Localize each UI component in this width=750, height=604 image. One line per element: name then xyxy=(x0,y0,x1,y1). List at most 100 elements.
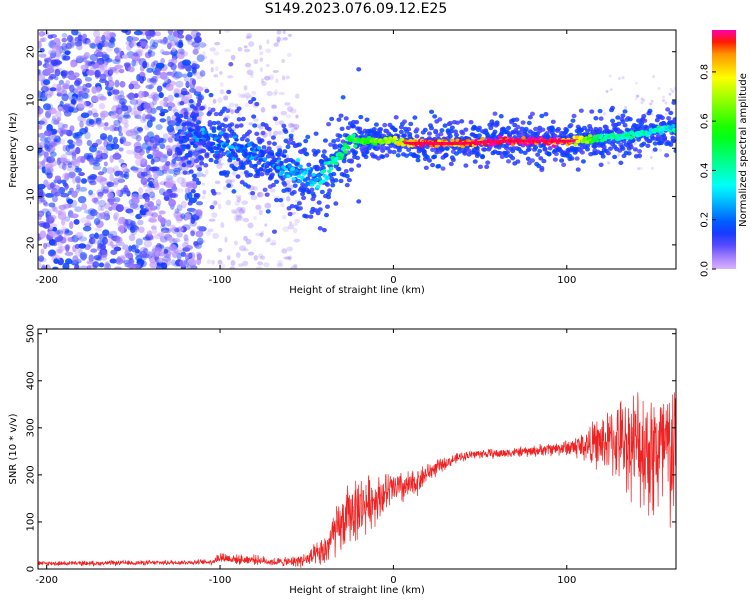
spectrogram-cell xyxy=(174,37,179,46)
spectrogram-cell xyxy=(181,162,187,168)
spectrogram-cell xyxy=(284,102,291,106)
spectrogram-cell xyxy=(212,98,217,104)
spectrogram-cell xyxy=(281,214,287,220)
spectrogram-cell xyxy=(232,160,240,167)
spectrogram-cell xyxy=(66,165,73,172)
spectrogram-cell xyxy=(240,116,246,122)
spectrogram-cell xyxy=(564,127,570,133)
spectrogram-cell xyxy=(197,99,203,104)
spectrogram-cell xyxy=(302,178,308,182)
spectrogram-cell xyxy=(86,214,95,220)
spectrogram-cell xyxy=(175,80,184,88)
spectrogram-cell xyxy=(207,120,213,125)
spectrogram-cell xyxy=(325,204,331,209)
spectrogram-cell xyxy=(145,211,152,216)
spectrogram-cell xyxy=(296,142,302,147)
spectrogram-cell xyxy=(245,95,249,101)
spectrogram-cell xyxy=(133,51,139,57)
spectrogram-cell xyxy=(364,149,370,155)
spectrogram-cell xyxy=(637,167,641,171)
spectrogram-cell xyxy=(415,154,421,159)
spectrogram-cell xyxy=(315,210,321,216)
spectrogram-cell xyxy=(280,111,288,116)
spectrogram-cell xyxy=(40,86,50,93)
spectrogram-cell xyxy=(152,99,157,106)
spectrogram-cell xyxy=(452,129,458,134)
spectrogram-cell xyxy=(258,167,264,172)
spectrogram-cell xyxy=(162,36,168,44)
spectrogram-cell xyxy=(120,126,129,133)
spectrogram-cell xyxy=(233,154,238,158)
spectrogram-cell xyxy=(450,157,456,163)
spectrogram-cell xyxy=(216,143,222,148)
spectrogram-cell xyxy=(605,150,611,156)
spectrogram-cell xyxy=(38,40,42,49)
spectrogram-cell xyxy=(122,114,131,119)
spectrogram-cell xyxy=(131,133,140,140)
spectrogram-cell xyxy=(104,202,111,210)
spectrogram-cell xyxy=(79,251,88,260)
spectrogram-cell xyxy=(112,136,118,144)
spectrogram-cell xyxy=(270,135,276,140)
spectrogram-cell xyxy=(290,167,296,171)
spectrogram-cell xyxy=(44,136,51,144)
spectrogram-cell xyxy=(45,181,52,189)
spectrogram-cell xyxy=(190,189,196,194)
spectrogram-cell xyxy=(38,90,42,98)
spectrogram-cell xyxy=(88,158,94,166)
spectrogram-cell xyxy=(64,173,70,181)
spectrogram-cell xyxy=(94,69,101,78)
spectrogram-cell xyxy=(130,197,140,205)
spectrogram-cell xyxy=(157,138,167,144)
spectrogram-cell xyxy=(392,135,398,140)
spectrogram-cell xyxy=(243,48,251,53)
spectrogram-cell xyxy=(213,74,219,78)
spectrogram-cell xyxy=(122,244,129,251)
spectrogram-cell xyxy=(462,151,468,156)
spectrogram-cell xyxy=(112,94,118,102)
spectrogram-cell xyxy=(38,261,42,269)
spectrogram-cell xyxy=(515,124,521,130)
spectrogram-cell xyxy=(303,138,309,144)
spectrogram-cell xyxy=(41,208,50,214)
spectrogram-cell xyxy=(230,150,236,155)
spectrogram-cell xyxy=(74,263,80,269)
spectrogram-cell xyxy=(181,126,187,132)
spectrogram-cell xyxy=(130,220,137,229)
spectrogram-cell xyxy=(608,74,612,78)
spectrogram-cell xyxy=(626,151,632,156)
snr-series-line xyxy=(38,392,676,568)
spectrogram-cell xyxy=(189,88,197,93)
spectrogram-cell xyxy=(103,261,108,267)
spectrogram-cell xyxy=(67,91,77,100)
spectrogram-cell xyxy=(103,161,108,167)
spectrogram-cell xyxy=(529,158,535,163)
spectrogram-cell xyxy=(144,196,150,203)
spectrogram-cell xyxy=(112,58,121,65)
spectrogram-cell xyxy=(113,126,120,132)
spectrogram-cell xyxy=(641,141,647,146)
spectrogram-cell xyxy=(120,226,125,234)
spectrogram-cell xyxy=(130,228,138,236)
spectrogram-cell xyxy=(259,51,264,56)
spectrogram-cell xyxy=(83,53,89,60)
spectrogram-cell xyxy=(183,111,189,116)
spectrogram-cell xyxy=(317,207,323,212)
spectrogram-cell xyxy=(252,118,259,122)
spectrogram-cell xyxy=(149,205,158,211)
spectrogram-cell xyxy=(209,47,216,52)
spectrogram-cell xyxy=(402,133,408,138)
spectrogram-cell xyxy=(408,138,413,143)
spectrogram-cell xyxy=(589,109,595,114)
spectrogram-cell xyxy=(210,149,215,154)
spectrogram-cell xyxy=(265,48,272,54)
spectrogram-cell xyxy=(257,192,262,197)
spectrogram-cell xyxy=(55,118,60,124)
spectrogram-cell xyxy=(47,34,53,39)
spectrogram-cell xyxy=(421,149,427,154)
spectrogram-cell xyxy=(42,200,48,206)
spectrogram-y-axis-label: Frequency (Hz) xyxy=(8,112,19,188)
spectrogram-cell xyxy=(131,59,136,67)
spectrogram-cell xyxy=(96,121,103,128)
spectrogram-cell xyxy=(93,30,101,38)
